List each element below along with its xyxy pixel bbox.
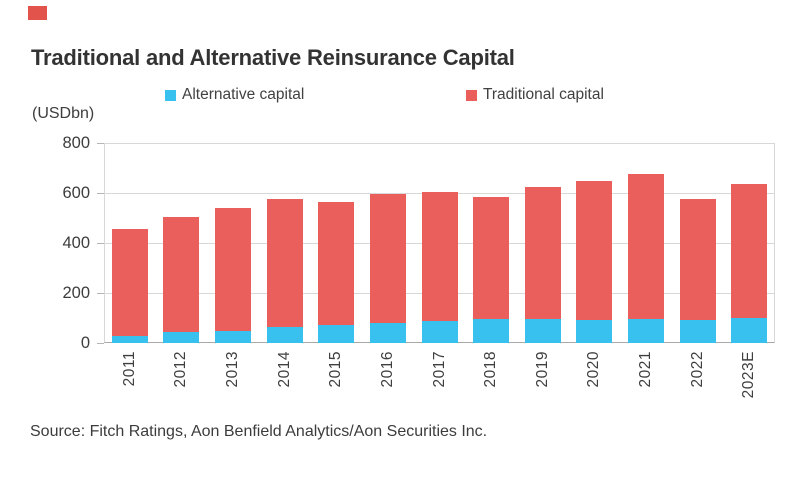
x-axis-label-2019: 2019 (533, 351, 551, 388)
x-axis-label-2011: 2011 (120, 351, 138, 387)
corner-marker (28, 6, 47, 20)
legend-swatch-alternative-icon (165, 89, 176, 101)
y-axis-tick (97, 193, 104, 194)
bar-segment-traditional-2014 (266, 199, 303, 327)
legend-item-traditional: Traditional capital (466, 86, 604, 104)
bar-segment-traditional-2012 (163, 216, 200, 332)
bar-segment-alternative-2021 (627, 318, 664, 343)
bar-segment-traditional-2015 (318, 201, 355, 325)
bar-segment-traditional-2020 (576, 180, 613, 320)
bar-segment-traditional-2016 (369, 194, 406, 323)
x-axis-label-2015: 2015 (327, 351, 345, 388)
x-axis-label-2013: 2013 (224, 351, 242, 388)
x-axis-label-2020: 2020 (585, 351, 603, 388)
bar-segment-alternative-2015 (318, 325, 355, 343)
y-axis-tick-label: 800 (62, 134, 90, 152)
legend-swatch-traditional-icon (466, 89, 477, 101)
x-axis-label-2018: 2018 (482, 351, 500, 388)
y-axis-tick (97, 143, 104, 144)
bar-segment-alternative-2014 (266, 327, 303, 343)
legend-item-alternative: Alternative capital (165, 86, 304, 104)
source-note: Source: Fitch Ratings, Aon Benfield Anal… (30, 423, 488, 440)
bar-segment-alternative-2016 (369, 322, 406, 343)
bar-segment-alternative-2013 (215, 330, 252, 343)
y-axis-tick (97, 243, 104, 244)
bar-segment-traditional-2011 (111, 229, 148, 336)
x-axis-label-2022: 2022 (688, 351, 706, 388)
y-axis-tick-label: 400 (62, 234, 90, 252)
chart-title: Traditional and Alternative Reinsurance … (31, 45, 515, 70)
legend-label-alternative: Alternative capital (182, 86, 305, 103)
bar-segment-alternative-2020 (576, 319, 613, 343)
y-axis-tick (97, 293, 104, 294)
bar-segment-traditional-2019 (524, 186, 561, 320)
bar-segment-alternative-2011 (111, 336, 148, 343)
bar-segment-traditional-2013 (215, 208, 252, 331)
y-axis-tick-label: 600 (62, 184, 90, 202)
legend-label-traditional: Traditional capital (483, 86, 604, 103)
x-axis-label-2017: 2017 (430, 351, 448, 388)
y-axis-tick-label: 0 (80, 334, 90, 352)
bar-segment-traditional-2021 (627, 174, 664, 319)
bar-segment-alternative-2012 (163, 332, 200, 343)
x-axis-label-2016: 2016 (378, 351, 396, 388)
x-axis-label-2023E: 2023E (740, 351, 758, 399)
y-axis-tick-label: 200 (62, 284, 90, 302)
x-axis-label-2014: 2014 (275, 351, 293, 388)
bar-segment-alternative-2018 (473, 318, 510, 343)
x-axis-label-2021: 2021 (636, 351, 654, 388)
bar-segment-traditional-2023E (731, 183, 768, 318)
y-axis-tick (97, 343, 104, 344)
bar-segment-traditional-2018 (473, 196, 510, 319)
bar-segment-alternative-2023E (731, 318, 768, 343)
bar-segment-traditional-2017 (421, 191, 458, 321)
x-axis-label-2012: 2012 (172, 351, 190, 388)
y-axis-unit-label: (USDbn) (32, 105, 95, 122)
bar-segment-alternative-2019 (524, 319, 561, 343)
bar-segment-alternative-2017 (421, 320, 458, 343)
bar-segment-traditional-2022 (679, 199, 716, 320)
bar-segment-alternative-2022 (679, 319, 716, 343)
